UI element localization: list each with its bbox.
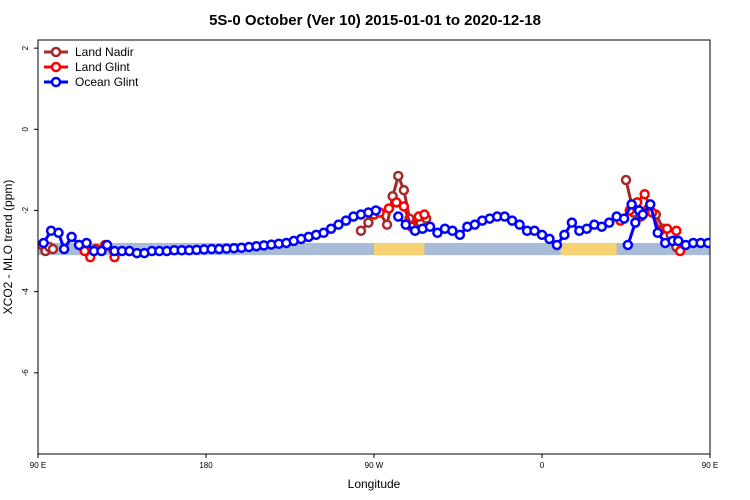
land-band-1 xyxy=(560,242,617,256)
data-point xyxy=(622,239,634,251)
data-point xyxy=(58,243,70,255)
data-point xyxy=(101,239,113,251)
x-tick-label: 0 xyxy=(540,461,545,470)
y-tick-label: -6 xyxy=(21,369,30,377)
y-tick-label: 0 xyxy=(21,127,30,132)
data-point xyxy=(566,217,578,228)
series-layer xyxy=(38,170,750,263)
series-line xyxy=(744,247,750,253)
data-point xyxy=(727,235,735,243)
y-axis-label: XCO2 - MLO trend (ppm) xyxy=(1,180,15,315)
data-point xyxy=(454,229,466,241)
y-tick-label: -2 xyxy=(21,206,30,214)
data-point xyxy=(38,237,49,249)
legend-label: Ocean Glint xyxy=(75,75,139,89)
legend-item: Ocean Glint xyxy=(44,75,139,89)
data-point xyxy=(603,217,615,228)
data-point xyxy=(661,223,673,234)
chart-title: 5S-0 October (Ver 10) 2015-01-01 to 2020… xyxy=(209,12,541,29)
x-tick-label: 90 E xyxy=(30,461,46,470)
data-point xyxy=(734,239,742,247)
x-tick-label: 90 W xyxy=(365,461,384,470)
legend-item: Land Glint xyxy=(44,60,130,74)
data-point xyxy=(400,219,411,230)
y-tick-label: -4 xyxy=(21,288,30,296)
series-ocean-glint xyxy=(38,199,749,259)
data-point xyxy=(671,225,682,237)
legend-marker xyxy=(50,61,62,73)
legend-marker xyxy=(50,76,62,88)
data-point xyxy=(630,217,641,228)
data-point xyxy=(383,203,395,214)
data-point xyxy=(398,201,410,212)
data-point xyxy=(333,219,344,230)
data-point xyxy=(626,199,637,210)
data-point xyxy=(318,227,329,239)
data-point xyxy=(551,239,563,251)
data-point xyxy=(355,225,367,237)
data-point xyxy=(499,211,510,222)
data-point xyxy=(712,237,720,245)
x-tick-label: 180 xyxy=(199,461,213,470)
data-point xyxy=(393,211,404,222)
x-axis: 90 E 180 90 W 0 90 E xyxy=(30,454,718,470)
data-point xyxy=(652,227,663,239)
data-point xyxy=(596,221,607,232)
data-point xyxy=(645,199,656,210)
data-point xyxy=(702,237,710,249)
data-point xyxy=(469,219,481,230)
y-axis: 2 0 -2 -4 -6 xyxy=(21,45,38,376)
data-point xyxy=(674,245,686,257)
data-point xyxy=(363,217,374,228)
data-point xyxy=(544,233,555,245)
data-point xyxy=(381,219,393,230)
data-point xyxy=(340,215,352,226)
data-point xyxy=(618,213,630,224)
data-point xyxy=(740,243,748,251)
data-point xyxy=(536,229,548,241)
data-point xyxy=(47,243,59,255)
x-axis-label: Longitude xyxy=(348,477,401,491)
data-point xyxy=(529,225,540,237)
data-point xyxy=(370,205,382,216)
legend-marker xyxy=(50,46,62,58)
data-point xyxy=(639,188,650,200)
data-point xyxy=(620,174,632,186)
data-point xyxy=(424,221,436,232)
data-point xyxy=(432,227,443,239)
data-point xyxy=(673,235,684,247)
data-point xyxy=(559,229,570,241)
land-band-2 xyxy=(732,243,747,255)
data-point xyxy=(719,231,727,239)
data-point xyxy=(514,219,525,230)
x-tick-label: 90 E xyxy=(702,461,718,470)
legend-label: Land Nadir xyxy=(75,45,134,59)
data-point xyxy=(506,215,518,226)
data-point xyxy=(325,223,337,234)
data-point xyxy=(393,170,404,182)
data-point xyxy=(53,227,64,239)
data-point xyxy=(447,225,458,237)
data-point xyxy=(637,209,649,220)
data-point xyxy=(81,237,92,249)
data-point xyxy=(419,209,430,220)
data-point xyxy=(96,245,107,257)
data-point xyxy=(741,227,749,235)
legend-label: Land Glint xyxy=(75,60,130,74)
data-point xyxy=(66,231,77,243)
data-point xyxy=(391,197,402,208)
data-point xyxy=(398,184,410,196)
data-point xyxy=(581,223,593,234)
land-band-0 xyxy=(374,242,425,256)
y-tick-label: 2 xyxy=(21,45,30,50)
legend-item: Land Nadir xyxy=(44,45,134,59)
